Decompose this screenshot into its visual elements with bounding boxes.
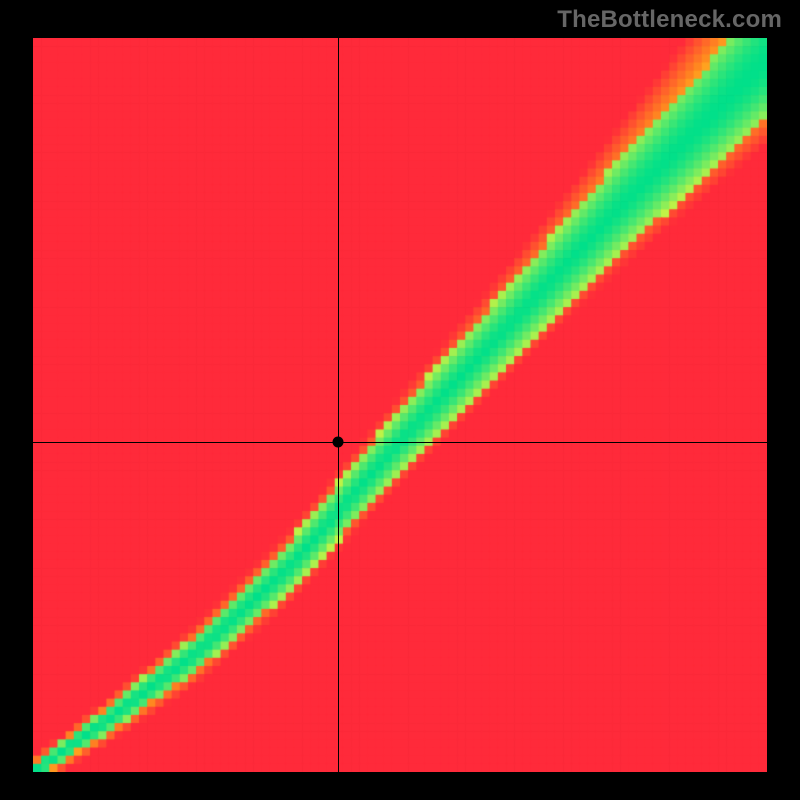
chart-frame: TheBottleneck.com: [0, 0, 800, 800]
crosshair-marker: [332, 436, 343, 447]
crosshair-horizontal: [33, 442, 767, 443]
crosshair-vertical: [338, 38, 339, 772]
heatmap-canvas: [33, 38, 767, 772]
plot-area: [33, 38, 767, 772]
watermark-text: TheBottleneck.com: [557, 6, 782, 34]
